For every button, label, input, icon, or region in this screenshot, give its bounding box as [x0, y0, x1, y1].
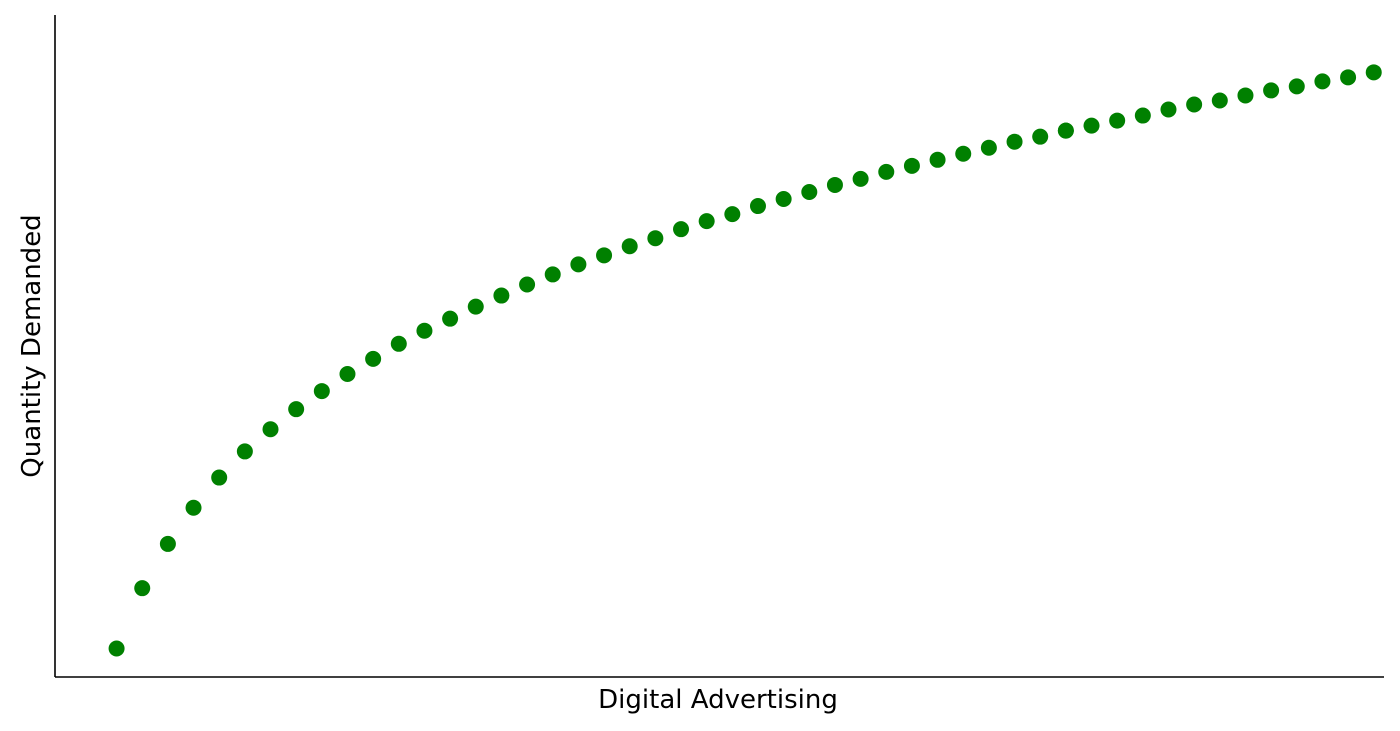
data-point-0-35 — [1006, 133, 1023, 150]
data-point-0-30 — [878, 163, 895, 180]
data-point-0-45 — [1237, 87, 1254, 104]
data-point-0-40 — [1109, 112, 1126, 129]
data-point-0-39 — [1083, 117, 1100, 134]
data-point-0-27 — [801, 183, 818, 200]
data-point-0-21 — [647, 230, 664, 247]
data-point-0-7 — [288, 401, 305, 418]
data-point-0-12 — [416, 322, 433, 339]
data-point-0-8 — [313, 383, 330, 400]
data-point-0-34 — [980, 139, 997, 156]
data-point-0-46 — [1263, 82, 1280, 99]
data-point-0-48 — [1314, 73, 1331, 90]
data-point-0-32 — [929, 151, 946, 168]
data-point-0-2 — [159, 535, 176, 552]
data-point-0-42 — [1160, 101, 1177, 118]
data-point-0-4 — [211, 469, 228, 486]
data-point-0-13 — [442, 310, 459, 327]
data-point-0-41 — [1134, 107, 1151, 124]
data-point-0-14 — [467, 298, 484, 315]
data-point-0-6 — [262, 421, 279, 438]
data-point-0-23 — [698, 213, 715, 230]
data-point-0-0 — [108, 640, 125, 657]
y-axis-label: Quantity Demanded — [17, 214, 47, 477]
data-point-0-33 — [955, 145, 972, 162]
data-point-0-26 — [775, 191, 792, 208]
data-point-0-24 — [724, 206, 741, 223]
data-point-0-5 — [236, 443, 253, 460]
data-point-0-49 — [1340, 69, 1357, 86]
data-point-0-25 — [749, 198, 766, 215]
data-point-0-16 — [519, 276, 536, 293]
data-point-0-9 — [339, 365, 356, 382]
data-point-0-31 — [903, 157, 920, 174]
data-point-0-15 — [493, 287, 510, 304]
data-point-0-44 — [1211, 92, 1228, 109]
data-point-0-28 — [826, 176, 843, 193]
data-point-0-38 — [1057, 122, 1074, 139]
data-point-0-3 — [185, 499, 202, 516]
data-point-0-10 — [365, 350, 382, 367]
data-point-0-22 — [673, 221, 690, 238]
data-point-0-29 — [852, 170, 869, 187]
data-point-0-19 — [596, 247, 613, 264]
data-point-0-43 — [1186, 96, 1203, 113]
data-point-0-17 — [544, 266, 561, 283]
data-point-0-11 — [390, 335, 407, 352]
data-point-0-20 — [621, 238, 638, 255]
data-points — [108, 64, 1382, 657]
data-point-0-47 — [1288, 78, 1305, 95]
data-point-0-50 — [1365, 64, 1382, 81]
data-point-0-36 — [1032, 128, 1049, 145]
data-point-0-18 — [570, 256, 587, 273]
data-point-0-1 — [134, 580, 151, 597]
x-axis-label: Digital Advertising — [598, 685, 838, 715]
